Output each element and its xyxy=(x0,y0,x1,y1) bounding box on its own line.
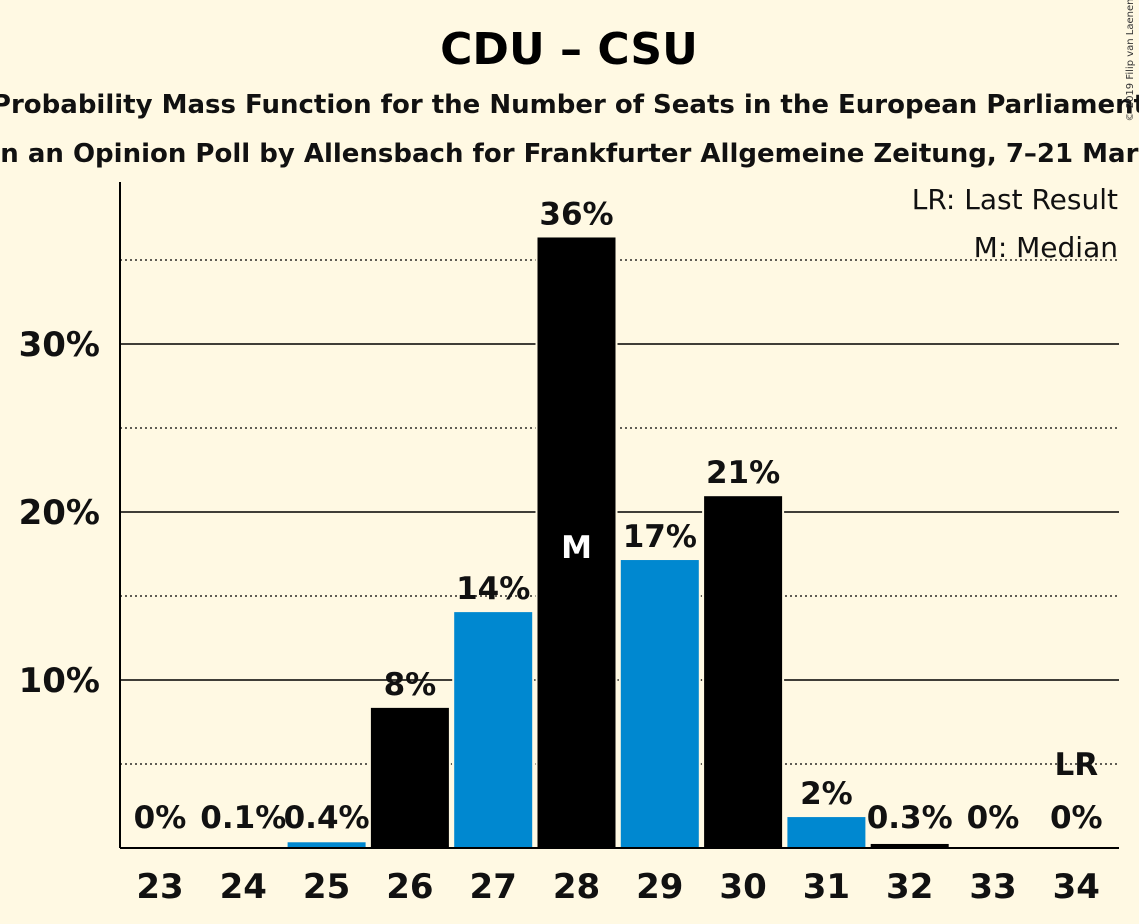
bar-seat-29 xyxy=(618,558,701,849)
bar-label-30: 21% xyxy=(706,455,780,491)
y-tick-label: 10% xyxy=(19,661,100,701)
x-tick-label: 33 xyxy=(969,867,1016,907)
y-axis-ticks: 10% 20% 30% xyxy=(19,325,100,701)
bar-seat-26 xyxy=(368,705,451,849)
last-result-marker: LR xyxy=(1054,747,1098,783)
bar-label-28: 36% xyxy=(539,196,613,232)
bar-label-32: 0.3% xyxy=(867,800,953,836)
chart-subtitle: Probability Mass Function for the Number… xyxy=(0,90,1139,120)
x-tick-label: 27 xyxy=(470,867,517,907)
chart-source: Based on an Opinion Poll by Allensbach f… xyxy=(0,139,1139,169)
bar-label-34: 0% xyxy=(1050,800,1103,836)
x-tick-label: 31 xyxy=(803,867,850,907)
bar-label-24: 0.1% xyxy=(200,800,286,836)
y-tick-label: 20% xyxy=(19,493,100,533)
x-tick-label: 28 xyxy=(553,867,600,907)
legend-last-result: LR: Last Result xyxy=(912,183,1118,216)
bar-label-27: 14% xyxy=(456,571,530,607)
bar-label-31: 2% xyxy=(800,776,853,812)
bars-group xyxy=(202,235,951,850)
bar-labels-group: 0% 0.1%0.4% 8% 14% 36% M 17%21% 2% 0.3% 0% 0% LR xyxy=(134,196,1103,836)
y-tick-label: 30% xyxy=(19,325,100,365)
legend-median: M: Median xyxy=(974,231,1118,264)
median-marker: M xyxy=(561,530,592,566)
bar-seat-27 xyxy=(452,610,535,849)
x-tick-label: 34 xyxy=(1053,867,1100,907)
x-tick-label: 29 xyxy=(636,867,683,907)
bar-seat-31 xyxy=(785,815,868,850)
bar-label-25: 0.4% xyxy=(284,800,370,836)
copyright-text: © 2019 Filip van Laenen xyxy=(1125,0,1136,121)
x-tick-label: 24 xyxy=(220,867,267,907)
chart-title: CDU – CSU xyxy=(440,24,698,75)
bar-label-29: 17% xyxy=(623,519,697,555)
x-axis-ticks: 23 24 25 26 27 28 29 30 31 32 33 34 xyxy=(136,867,1100,907)
x-tick-label: 26 xyxy=(386,867,433,907)
x-tick-label: 25 xyxy=(303,867,350,907)
bar-seat-28 xyxy=(535,235,618,850)
bar-label-23: 0% xyxy=(134,800,187,836)
bar-seat-30 xyxy=(702,494,785,849)
bar-label-26: 8% xyxy=(384,667,437,703)
x-tick-label: 23 xyxy=(136,867,183,907)
bar-label-33: 0% xyxy=(967,800,1020,836)
bar-seat-25 xyxy=(285,840,368,850)
x-tick-label: 30 xyxy=(719,867,766,907)
x-tick-label: 32 xyxy=(886,867,933,907)
